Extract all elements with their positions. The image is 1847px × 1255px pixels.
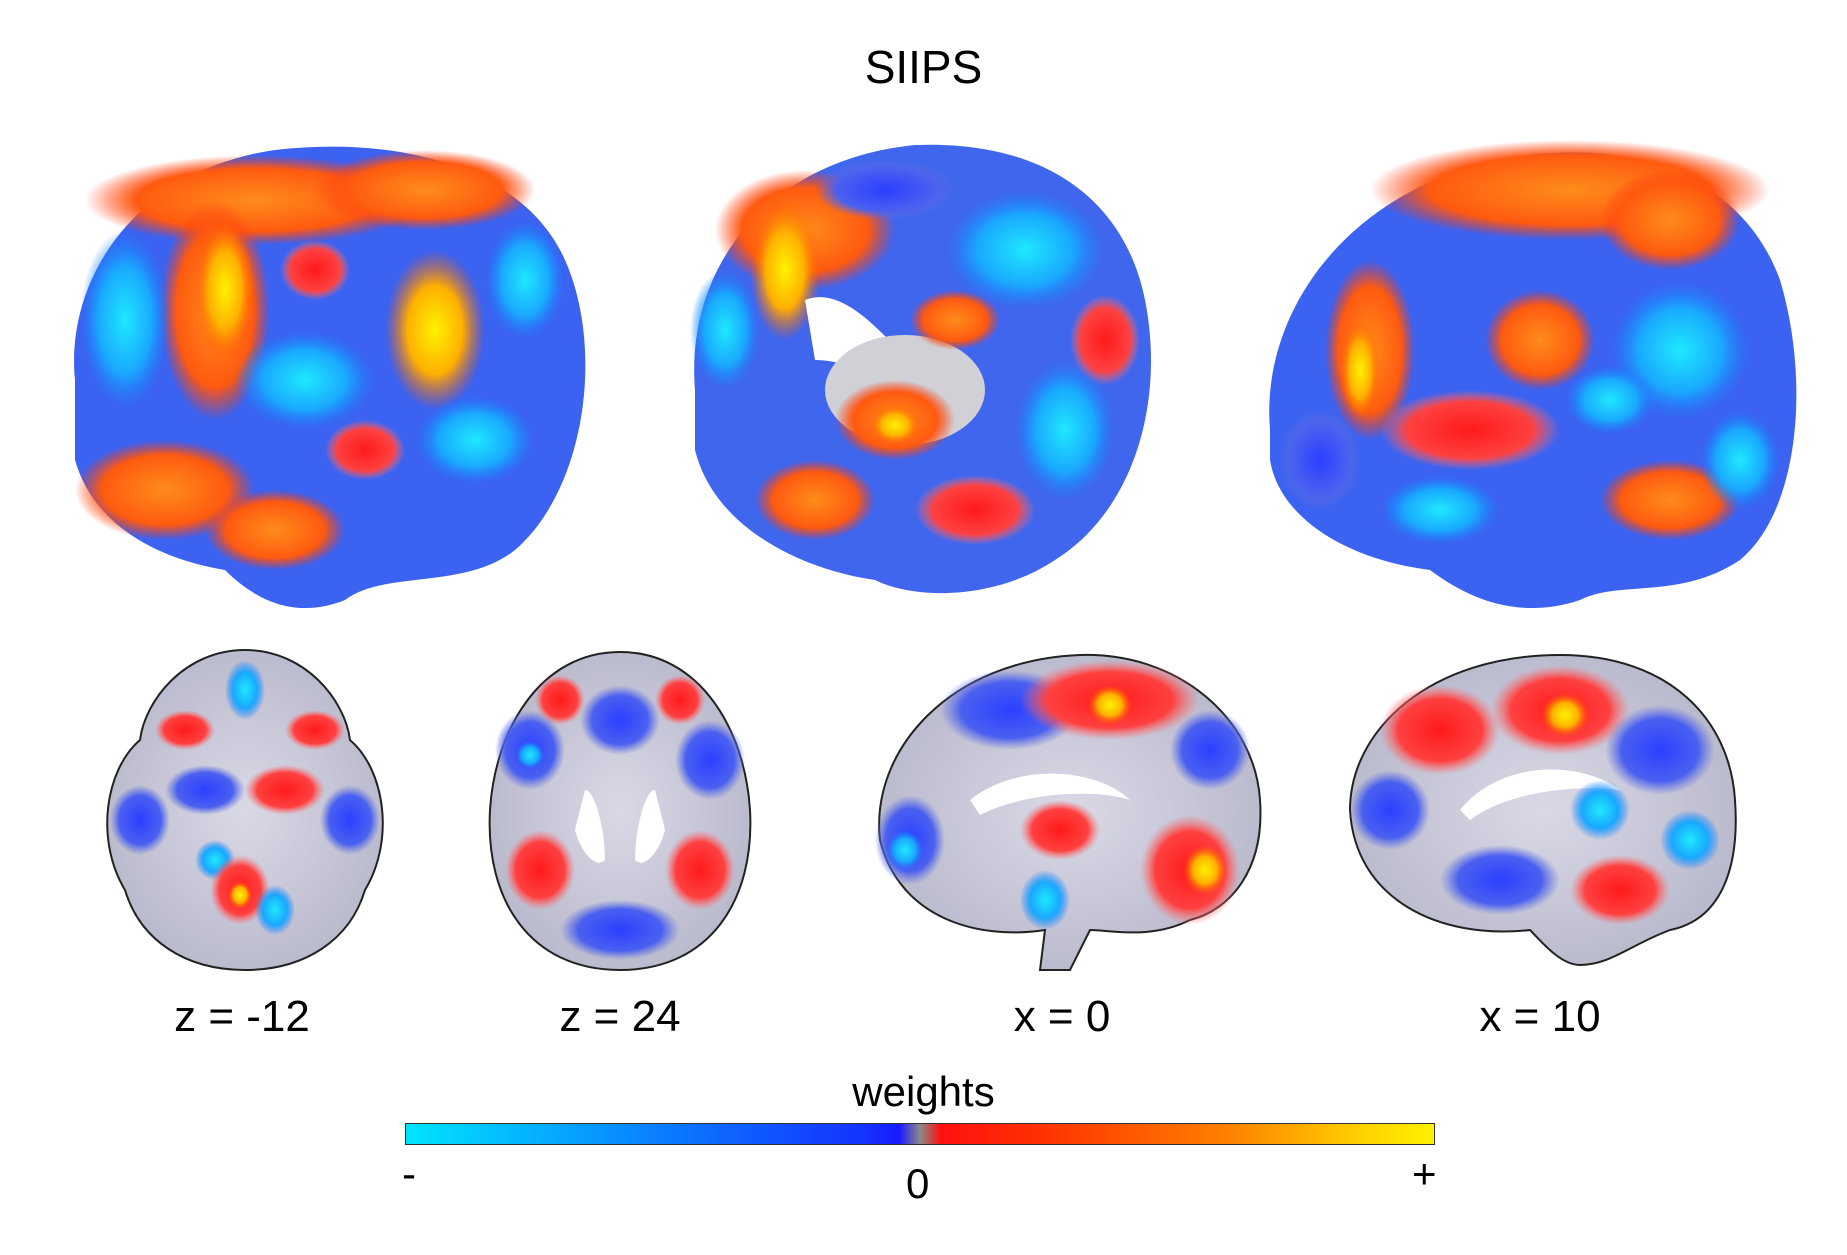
figure-title: SIIPS	[864, 41, 983, 93]
brain-medial-surface	[690, 144, 1151, 594]
brain-lateral-right-surface	[1269, 140, 1797, 609]
slice-label-sagittal-2: x = 10	[1479, 992, 1601, 1041]
colorbar-min-label: -	[402, 1150, 416, 1197]
slice-label-axial-2: z = 24	[559, 992, 681, 1041]
colorbar-max-label: +	[1412, 1150, 1437, 1197]
colorbar-title: weights	[852, 1068, 995, 1115]
slice-label-axial-1: z = -12	[174, 992, 310, 1041]
slice-axial-z-24	[488, 650, 752, 972]
colorbar-zero-label: 0	[906, 1160, 930, 1207]
colorbar	[405, 1123, 1435, 1145]
slice-sagittal-x-0	[875, 653, 1262, 971]
slice-axial-z-minus-12	[106, 648, 384, 972]
slice-sagittal-x-10	[1348, 653, 1737, 967]
slice-label-sagittal-1: x = 0	[1013, 992, 1111, 1041]
brain-lateral-left-surface	[74, 146, 586, 609]
